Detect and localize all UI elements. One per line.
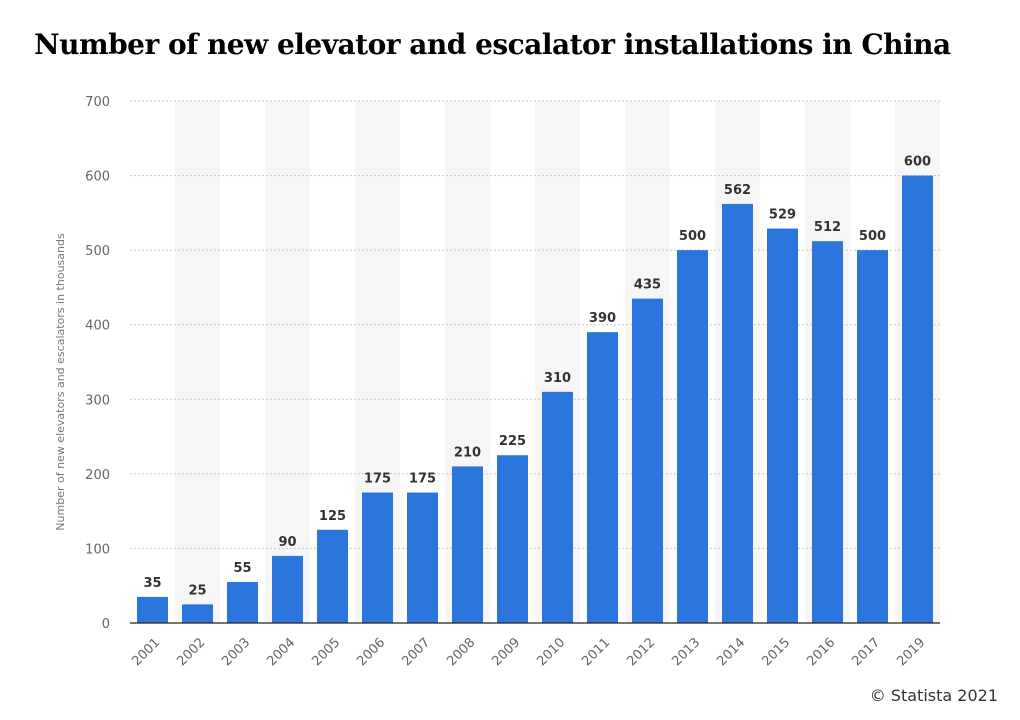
bars bbox=[137, 175, 933, 624]
y-tick-label: 0 bbox=[102, 617, 110, 632]
data-label: 562 bbox=[724, 183, 751, 198]
gridlines bbox=[130, 100, 940, 549]
y-tick-label: 500 bbox=[85, 244, 110, 259]
bar bbox=[857, 250, 888, 623]
bar bbox=[542, 391, 573, 623]
x-tick-label: 2002 bbox=[174, 635, 208, 669]
column-band bbox=[175, 101, 220, 623]
y-tick-label: 400 bbox=[85, 319, 110, 334]
copyright-notice: © Statista 2021 bbox=[869, 686, 998, 705]
x-tick-label: 2008 bbox=[444, 635, 478, 669]
bar bbox=[677, 250, 708, 623]
x-tick-label: 2001 bbox=[129, 635, 163, 669]
x-tick-label: 2017 bbox=[849, 635, 883, 669]
data-label: 600 bbox=[904, 155, 931, 170]
data-label: 500 bbox=[679, 229, 706, 244]
data-label: 55 bbox=[233, 561, 251, 576]
x-tick-label: 2004 bbox=[264, 635, 298, 669]
bar bbox=[137, 596, 168, 623]
data-label: 500 bbox=[859, 229, 886, 244]
y-tick-label: 300 bbox=[85, 393, 110, 408]
x-tick-label: 2007 bbox=[399, 635, 433, 669]
y-tick-label: 700 bbox=[85, 95, 110, 110]
y-axis-label: Number of new elevators and escalators i… bbox=[54, 233, 67, 531]
data-label: 390 bbox=[589, 311, 616, 326]
bar bbox=[452, 466, 483, 623]
bar bbox=[902, 175, 933, 624]
x-tick-label: 2013 bbox=[669, 635, 703, 669]
bar bbox=[812, 241, 843, 624]
data-label: 125 bbox=[319, 509, 346, 524]
bar bbox=[227, 581, 258, 623]
y-axis-ticks: 0 100 200 300 400 500 600 700 bbox=[85, 95, 110, 632]
bar bbox=[497, 455, 528, 623]
data-label: 25 bbox=[188, 583, 206, 598]
x-tick-label: 2011 bbox=[579, 635, 613, 669]
bar bbox=[182, 604, 213, 623]
data-label: 435 bbox=[634, 278, 661, 293]
data-label: 35 bbox=[143, 576, 161, 591]
x-tick-label: 2012 bbox=[624, 635, 658, 669]
data-label: 512 bbox=[814, 220, 841, 235]
column-band bbox=[265, 101, 310, 623]
x-tick-label: 2014 bbox=[714, 635, 748, 669]
bar bbox=[362, 492, 393, 623]
bar bbox=[632, 298, 663, 623]
data-label: 175 bbox=[409, 472, 436, 487]
y-tick-label: 100 bbox=[85, 542, 110, 557]
x-tick-label: 2005 bbox=[309, 635, 343, 669]
y-tick-label: 200 bbox=[85, 468, 110, 483]
data-labels: 35 25 55 90 125 175 175 210 225 310 390 435 500 562 52… bbox=[143, 155, 931, 599]
x-axis-ticks: 2001 2002 2003 2004 2005 2006 2007 2008 2009 2010… bbox=[129, 635, 928, 669]
bar bbox=[317, 529, 348, 623]
x-tick-label: 2009 bbox=[489, 635, 523, 669]
data-label: 225 bbox=[499, 434, 526, 449]
bar bbox=[272, 555, 303, 623]
x-tick-label: 2010 bbox=[534, 635, 568, 669]
x-tick-label: 2006 bbox=[354, 635, 388, 669]
data-label: 90 bbox=[278, 535, 296, 550]
bar bbox=[587, 332, 618, 623]
y-tick-label: 600 bbox=[85, 170, 110, 185]
chart-title: Number of new elevator and escalator ins… bbox=[34, 28, 951, 61]
bar bbox=[767, 228, 798, 623]
data-label: 210 bbox=[454, 445, 481, 460]
data-label: 310 bbox=[544, 371, 571, 386]
x-tick-label: 2019 bbox=[894, 635, 928, 669]
x-tick-label: 2003 bbox=[219, 635, 253, 669]
bar bbox=[407, 492, 438, 623]
bar bbox=[722, 203, 753, 623]
data-label: 175 bbox=[364, 472, 391, 487]
x-tick-label: 2016 bbox=[804, 635, 838, 669]
x-tick-label: 2015 bbox=[759, 635, 793, 669]
data-label: 529 bbox=[769, 208, 796, 223]
